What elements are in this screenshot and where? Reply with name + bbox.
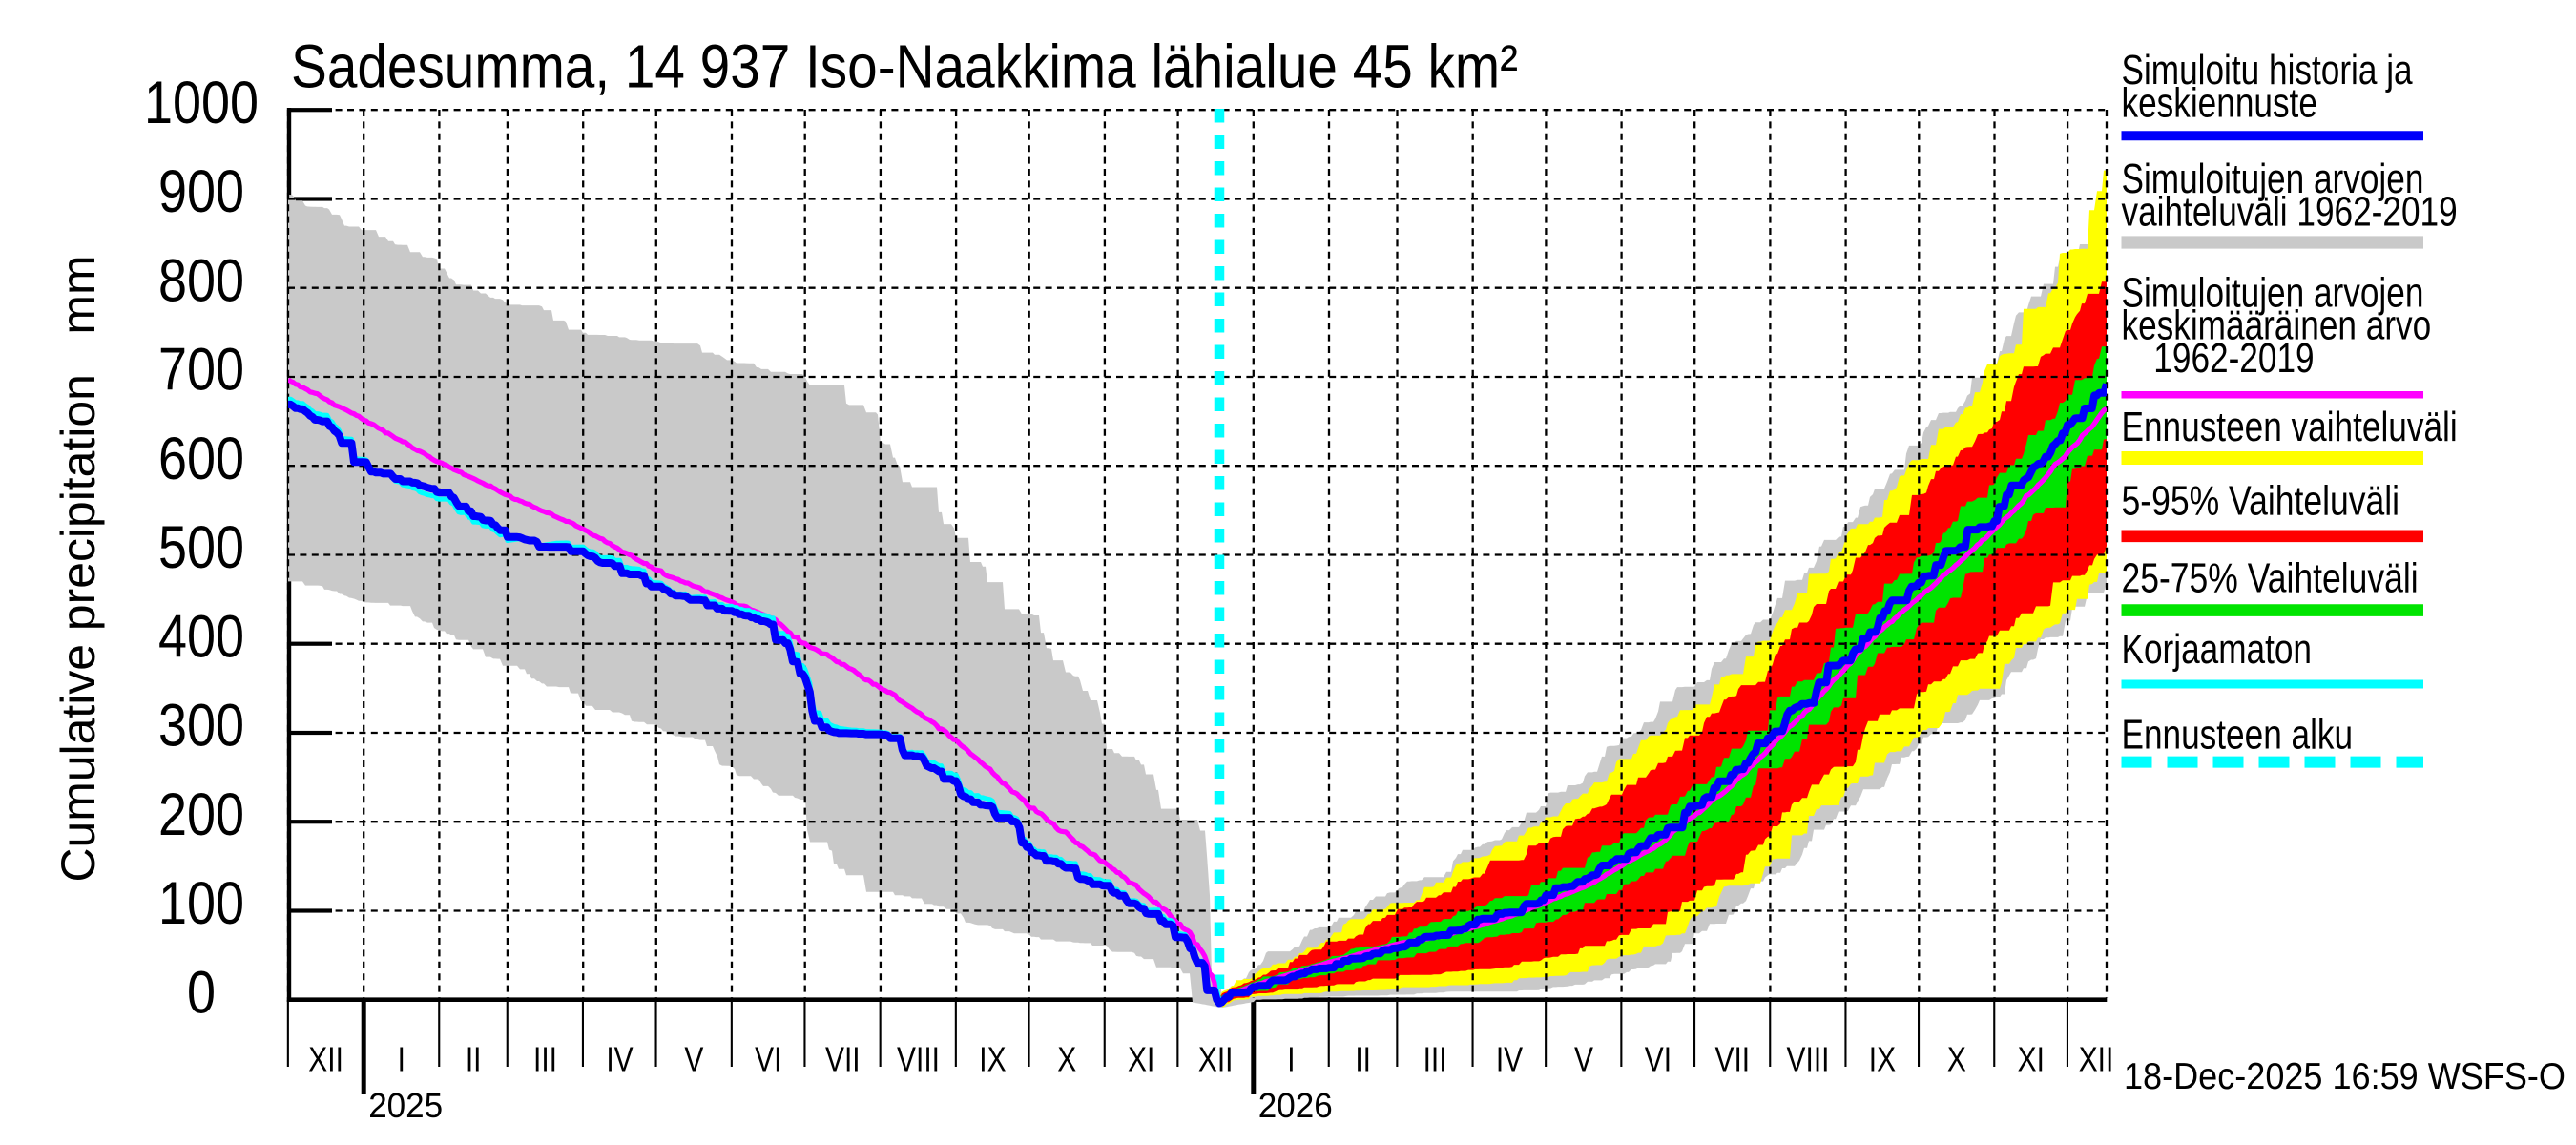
svg-text:I: I [1287,1040,1295,1079]
svg-text:200: 200 [158,781,244,848]
svg-text:100: 100 [158,870,244,937]
svg-text:2026: 2026 [1258,1086,1333,1125]
svg-text:800: 800 [158,247,244,314]
svg-text:700: 700 [158,337,244,404]
svg-text:VII: VII [1715,1040,1751,1079]
svg-text:V: V [1574,1040,1594,1079]
svg-text:Simuloitujen arvojen: Simuloitujen arvojen [2122,269,2424,316]
svg-text:XII: XII [2079,1040,2114,1079]
svg-text:IV: IV [606,1040,634,1079]
svg-text:III: III [533,1040,557,1079]
svg-text:18-Dec-2025 16:59 WSFS-O: 18-Dec-2025 16:59 WSFS-O [2124,1056,2566,1097]
svg-text:VIII: VIII [1787,1040,1830,1079]
svg-text:Simuloitujen arvojen: Simuloitujen arvojen [2122,156,2424,202]
svg-text:XI: XI [2018,1040,2045,1079]
svg-text:Korjaamaton: Korjaamaton [2122,626,2313,673]
svg-text:XI: XI [1128,1040,1154,1079]
svg-text:XII: XII [1198,1040,1234,1079]
svg-text:Ennusteen vaihteluväli: Ennusteen vaihteluväli [2122,404,2458,450]
svg-text:keskimääräinen arvo: keskimääräinen arvo [2122,302,2432,348]
svg-text:Sadesumma, 14 937 Iso-Naakkima: Sadesumma, 14 937 Iso-Naakkima lähialue … [291,31,1518,100]
svg-text:V: V [684,1040,704,1079]
svg-text:2025: 2025 [368,1086,443,1125]
svg-text:5-95% Vaihteluväli: 5-95% Vaihteluväli [2122,478,2400,525]
svg-text:XII: XII [308,1040,343,1079]
svg-text:vaihteluväli 1962-2019: vaihteluväli 1962-2019 [2122,189,2458,236]
svg-text:300: 300 [158,693,244,760]
svg-text:II: II [466,1040,482,1079]
svg-text:Ennusteen alku: Ennusteen alku [2122,711,2354,758]
svg-text:IX: IX [1869,1040,1896,1079]
svg-text:900: 900 [158,158,244,225]
svg-text:II: II [1355,1040,1371,1079]
svg-text:VIII: VIII [897,1040,940,1079]
svg-text:400: 400 [158,603,244,670]
svg-text:IX: IX [979,1040,1006,1079]
svg-text:III: III [1423,1040,1447,1079]
svg-text:25-75% Vaihteluväli: 25-75% Vaihteluväli [2122,555,2419,602]
svg-text:IV: IV [1496,1040,1524,1079]
svg-text:I: I [398,1040,405,1079]
svg-text:Simuloitu historia ja: Simuloitu historia ja [2122,47,2414,94]
svg-text:X: X [1947,1040,1966,1079]
svg-text:X: X [1057,1040,1076,1079]
svg-text:VI: VI [755,1040,781,1079]
svg-text:VII: VII [825,1040,861,1079]
svg-text:600: 600 [158,426,244,492]
svg-text:keskiennuste: keskiennuste [2122,80,2317,127]
svg-text:1000: 1000 [144,70,259,136]
svg-text:0: 0 [187,959,216,1026]
svg-text:Cumulative precipitation mm: Cumulative precipitation mm [52,256,105,883]
svg-text:500: 500 [158,514,244,581]
svg-text:VI: VI [1645,1040,1672,1079]
svg-text:1962-2019: 1962-2019 [2153,335,2314,382]
